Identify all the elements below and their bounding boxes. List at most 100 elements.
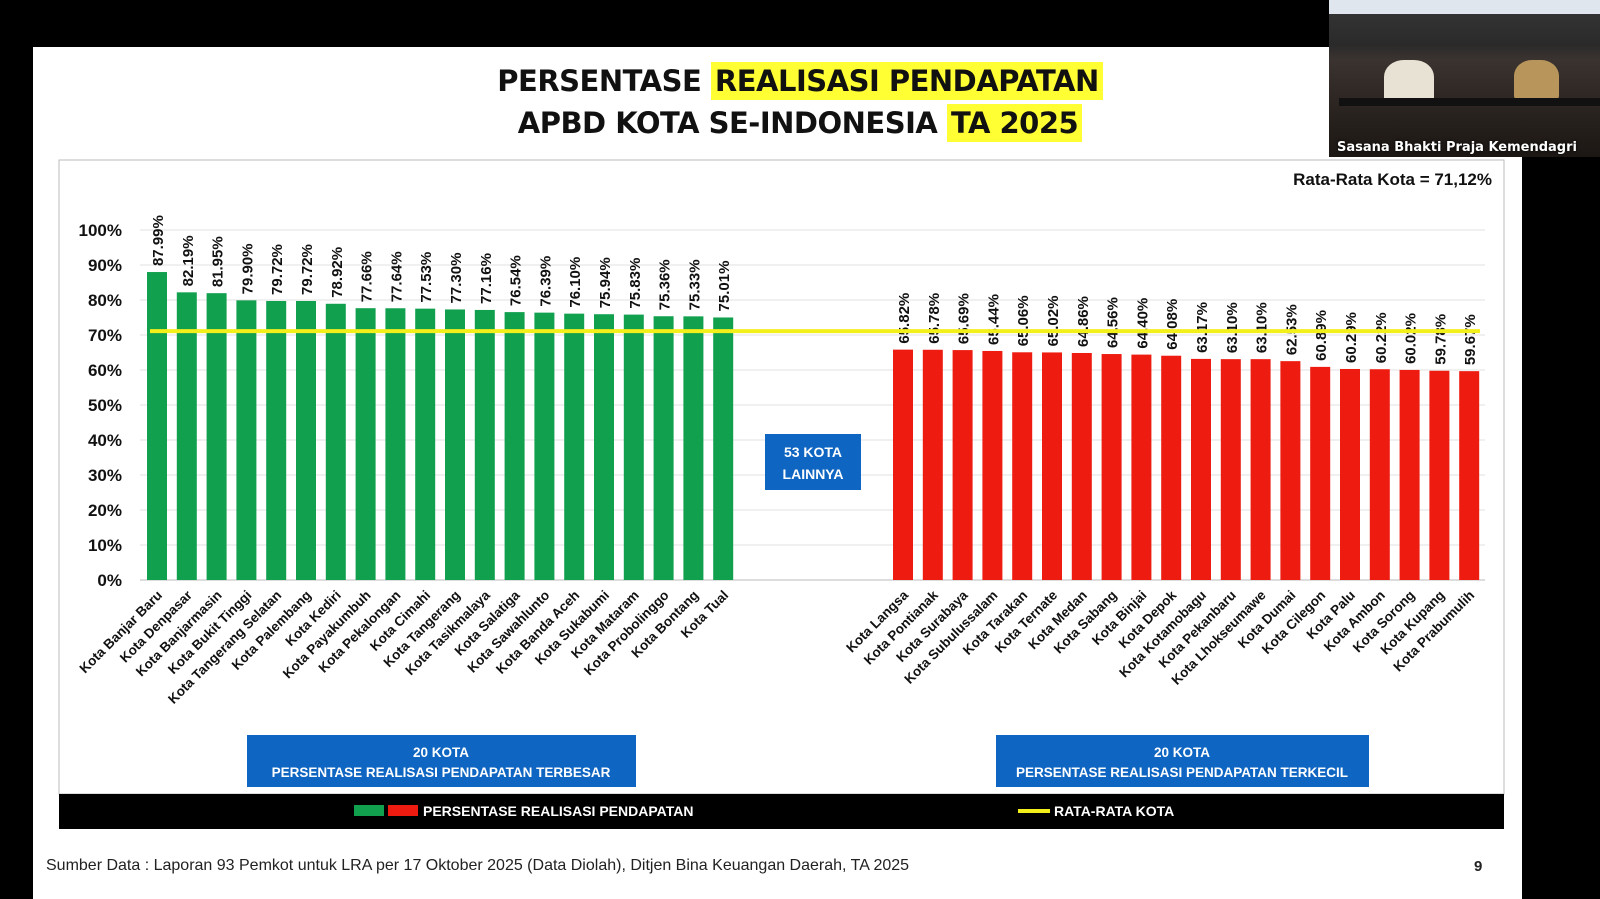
bottom-bar <box>1191 358 1211 580</box>
bar-value-label: 76.10% <box>567 257 584 308</box>
video-inset: Sasana Bhakti Praja Kemendagri <box>1329 0 1600 157</box>
bottom-bar <box>1340 368 1360 580</box>
bar-value-label: 65.82% <box>896 293 913 344</box>
top-bar <box>236 300 257 580</box>
bottom-bar <box>1429 370 1450 580</box>
middle-box <box>765 434 861 490</box>
y-tick-label: 60% <box>88 361 122 380</box>
bar-value-label: 59.78% <box>1432 314 1449 365</box>
top-bar <box>713 317 734 580</box>
video-person <box>1384 60 1434 102</box>
bottom-group-box-line2: PERSENTASE REALISASI PENDAPATAN TERKECIL <box>1016 765 1348 780</box>
bar-value-label: 63.10% <box>1254 302 1271 353</box>
top-bar <box>504 312 525 580</box>
top-bar <box>176 292 197 580</box>
bar-value-label: 75.33% <box>686 259 703 310</box>
bar-value-label: 76.39% <box>537 256 554 307</box>
top-bar <box>445 309 465 580</box>
title-text: APBD KOTA SE-INDONESIA <box>517 106 947 140</box>
bar-value-label: 77.66% <box>359 251 376 302</box>
title-line-2: APBD KOTA SE-INDONESIA TA 2025 <box>0 104 1600 142</box>
source-footer: Sumber Data : Laporan 93 Pemkot untuk LR… <box>46 857 910 874</box>
top-bar <box>683 316 704 580</box>
top-bar <box>474 309 495 580</box>
y-tick-label: 0% <box>97 571 122 590</box>
bar-value-label: 65.06% <box>1015 295 1032 346</box>
bar-value-label: 64.86% <box>1075 296 1092 347</box>
bottom-bar <box>1012 352 1033 580</box>
top-group-box-line1: 20 KOTA <box>413 745 469 760</box>
y-tick-label: 10% <box>88 536 122 555</box>
title-highlight: REALISASI PENDAPATAN <box>710 62 1103 100</box>
title-highlight: TA 2025 <box>946 104 1083 142</box>
bottom-bar <box>893 349 913 580</box>
bottom-bar <box>1131 354 1152 580</box>
bottom-bar <box>982 350 1003 580</box>
legend-bars-label: PERSENTASE REALISASI PENDAPATAN <box>423 803 693 819</box>
bottom-bar <box>952 350 973 580</box>
bar-value-label: 77.16% <box>478 253 495 304</box>
legend-line-label: RATA-RATA KOTA <box>1054 803 1174 819</box>
bar-value-label: 65.78% <box>926 293 943 344</box>
legend-bar <box>59 794 1504 829</box>
bottom-bar <box>1161 355 1182 580</box>
bottom-bar <box>1101 354 1122 580</box>
page-number: 9 <box>1474 858 1483 875</box>
legend-green-swatch <box>354 805 384 816</box>
video-desk <box>1339 98 1600 106</box>
average-label: Rata-Rata Kota = 71,12% <box>1293 170 1492 189</box>
bar-value-label: 79.72% <box>269 244 286 295</box>
bar-value-label: 60.02% <box>1403 313 1420 364</box>
bottom-group-box <box>996 735 1369 787</box>
bar-value-label: 77.30% <box>448 253 465 304</box>
bottom-bar <box>1250 359 1271 580</box>
top-bar <box>296 300 316 580</box>
bottom-bar <box>1399 369 1420 580</box>
y-tick-label: 40% <box>88 431 122 450</box>
bar-value-label: 64.56% <box>1105 297 1122 348</box>
bar-value-label: 76.54% <box>508 255 525 306</box>
bar-value-label: 79.72% <box>299 244 316 295</box>
bar-value-label: 65.44% <box>985 294 1002 345</box>
bottom-bar <box>1369 369 1390 580</box>
bottom-bar <box>1220 359 1241 580</box>
top-group-box <box>247 735 636 787</box>
y-tick-label: 100% <box>79 221 122 240</box>
bar-value-label: 63.10% <box>1224 302 1241 353</box>
bar-value-label: 65.69% <box>956 293 973 344</box>
y-tick-label: 50% <box>88 396 122 415</box>
y-tick-label: 70% <box>88 326 122 345</box>
top-bar <box>594 314 614 580</box>
legend-red-swatch <box>388 805 418 816</box>
top-bar <box>623 314 644 580</box>
top-bar <box>534 312 555 580</box>
bottom-group-box-line1: 20 KOTA <box>1154 745 1210 760</box>
bar-value-label: 81.95% <box>210 236 227 287</box>
top-bar <box>206 293 227 580</box>
top-bar <box>564 313 585 580</box>
top-bar <box>266 300 287 580</box>
top-bar <box>147 272 167 580</box>
bottom-bar <box>922 349 943 580</box>
bar-value-label: 65.02% <box>1045 296 1062 347</box>
bottom-bar <box>1280 361 1301 580</box>
bar-value-label: 64.40% <box>1134 298 1151 349</box>
video-caption: Sasana Bhakti Praja Kemendagri <box>1337 140 1577 155</box>
middle-box-line1: 53 KOTA <box>784 444 842 460</box>
bottom-bar <box>1310 366 1331 580</box>
bar-value-label: 82.19% <box>180 235 197 286</box>
y-tick-label: 80% <box>88 291 122 310</box>
bar-value-label: 75.94% <box>597 257 614 308</box>
video-person <box>1514 60 1559 100</box>
bar-value-label: 60.22% <box>1373 312 1390 363</box>
top-group-box-line2: PERSENTASE REALISASI PENDAPATAN TERBESAR <box>272 765 611 780</box>
middle-box-line2: LAINNYA <box>783 466 844 482</box>
top-bar <box>653 316 674 580</box>
bar-value-label: 64.08% <box>1164 299 1181 350</box>
bar-value-label: 78.92% <box>329 247 346 298</box>
bar-value-label: 77.64% <box>388 251 405 302</box>
bar-value-label: 87.99% <box>150 215 167 266</box>
y-tick-label: 30% <box>88 466 122 485</box>
bar-value-label: 79.90% <box>239 243 256 294</box>
